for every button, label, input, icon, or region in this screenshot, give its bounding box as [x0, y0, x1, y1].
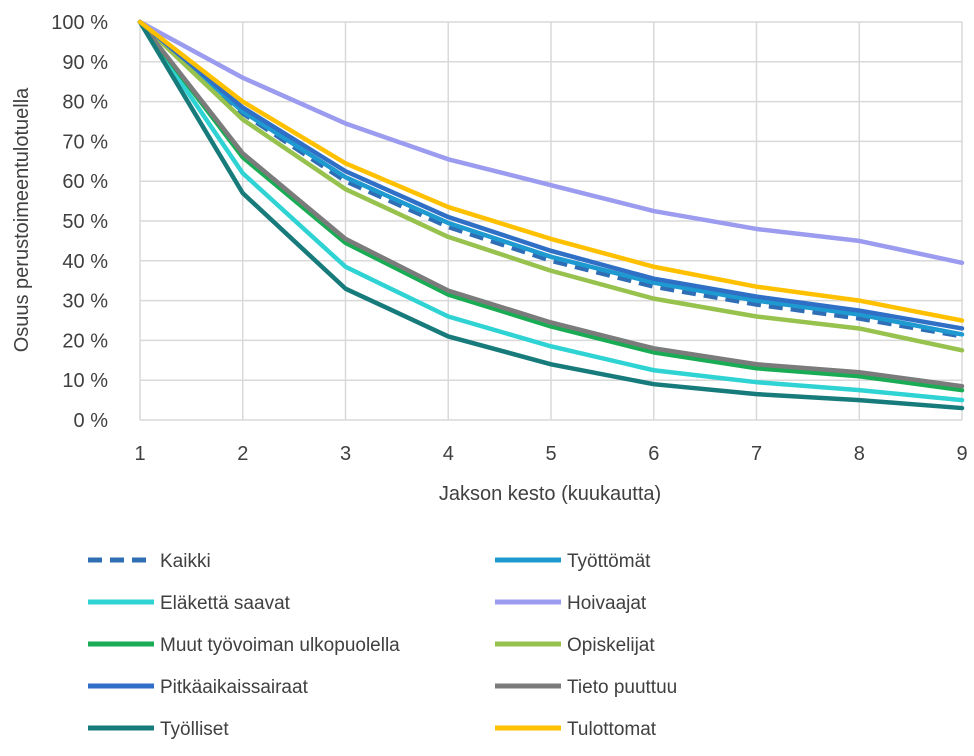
- legend-label: Työlliset: [160, 719, 229, 740]
- y-tick-label: 20 %: [62, 330, 108, 352]
- x-tick-label: 9: [956, 443, 967, 465]
- series-line: [137, 19, 965, 266]
- legend-label: Tulottomat: [567, 719, 657, 740]
- y-tick-label: 70 %: [62, 131, 108, 153]
- x-axis-title: Jakson kesto (kuukautta): [439, 483, 661, 505]
- x-tick-label: 2: [237, 443, 248, 465]
- legend-label: Hoivaajat: [567, 593, 647, 614]
- y-tick-label: 0 %: [74, 410, 109, 432]
- y-tick-label: 90 %: [62, 52, 108, 74]
- series-line: [137, 19, 965, 403]
- series-line: [137, 19, 965, 411]
- legend-label: Eläkettä saavat: [160, 593, 291, 614]
- legend-label: Työttömät: [567, 551, 651, 572]
- series-line: [137, 19, 965, 393]
- x-tick-label: 7: [751, 443, 762, 465]
- series-line: [137, 19, 965, 323]
- series-line: [137, 19, 965, 389]
- x-tick-label: 1: [134, 443, 145, 465]
- y-tick-label: 30 %: [62, 291, 108, 313]
- y-axis-title: Osuus perustoimeentulotuella: [11, 87, 33, 352]
- x-tick-label: 6: [648, 443, 659, 465]
- legend-label: Opiskelijat: [567, 635, 655, 656]
- y-tick-label: 80 %: [62, 92, 108, 114]
- y-tick-label: 100 %: [51, 12, 108, 34]
- legend-label: Kaikki: [160, 551, 211, 572]
- series-line: [137, 19, 965, 353]
- x-tick-label: 5: [545, 443, 556, 465]
- series-line: [137, 19, 965, 337]
- series-lines: [137, 19, 965, 411]
- legend-label: Muut työvoiman ulkopuolella: [160, 635, 400, 656]
- x-tick-label: 4: [443, 443, 454, 465]
- legend-label: Pitkäaikaissairaat: [160, 677, 309, 698]
- y-tick-label: 50 %: [62, 211, 108, 233]
- y-tick-label: 10 %: [62, 370, 108, 392]
- legend: Kaikki Työttömät Eläkettä saavat Hoivaajat M…: [88, 551, 677, 740]
- x-tick-label: 8: [854, 443, 865, 465]
- x-tick-label: 3: [340, 443, 351, 465]
- y-tick-label: 40 %: [62, 251, 108, 273]
- x-axis-tick-labels: 1 2 3 4 5 6 7 8 9: [134, 443, 967, 465]
- y-axis-tick-labels: 0 % 10 % 20 % 30 % 40 % 50 % 60 % 70 % 80 % 90 % 1…: [51, 12, 108, 432]
- series-line: [137, 19, 965, 331]
- y-tick-label: 60 %: [62, 171, 108, 193]
- legend-label: Tieto puuttuu: [567, 677, 677, 698]
